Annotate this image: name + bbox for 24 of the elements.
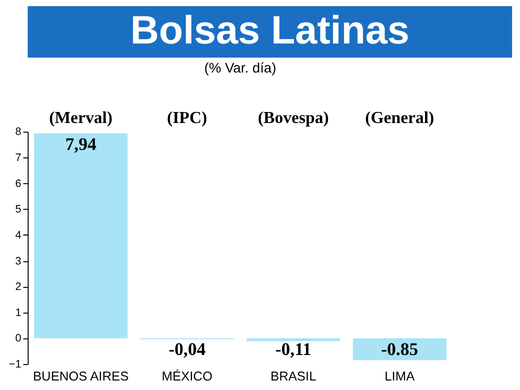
text: (IPC) — [167, 108, 208, 127]
x-tick-label: BRASIL — [270, 368, 316, 384]
data-label: -0,11 — [275, 339, 312, 360]
y-tick-label: 6 — [15, 178, 22, 190]
y-tick-label: 5 — [15, 204, 22, 216]
x-tick-label: MÉXICO — [162, 368, 212, 384]
data-label: -0,04 — [168, 339, 206, 360]
y-tick-label: 1 — [15, 306, 22, 319]
data-label: -0.85 — [381, 339, 418, 360]
chart-title: Bolsas Latinas — [130, 8, 410, 53]
y-tick-label: 8 — [15, 126, 22, 138]
text: (Merval) — [49, 108, 113, 127]
y-tick-label: −1 — [8, 358, 22, 371]
data-label: 7,94 — [65, 134, 96, 154]
y-tick-label: 2 — [15, 281, 22, 294]
x-tick-label: LIMA — [384, 368, 416, 384]
y-tick-label: 7 — [15, 152, 22, 164]
y-tick-label: 4 — [15, 229, 22, 242]
y-tick-label: 0 — [15, 332, 22, 345]
text: (Bovespa) — [258, 108, 329, 127]
text: (General) — [365, 108, 434, 127]
x-tick-label: BUENOS AIRES — [32, 368, 129, 384]
chart-subtitle: (% Var. día) — [204, 59, 276, 76]
y-tick-label: 3 — [15, 255, 22, 268]
